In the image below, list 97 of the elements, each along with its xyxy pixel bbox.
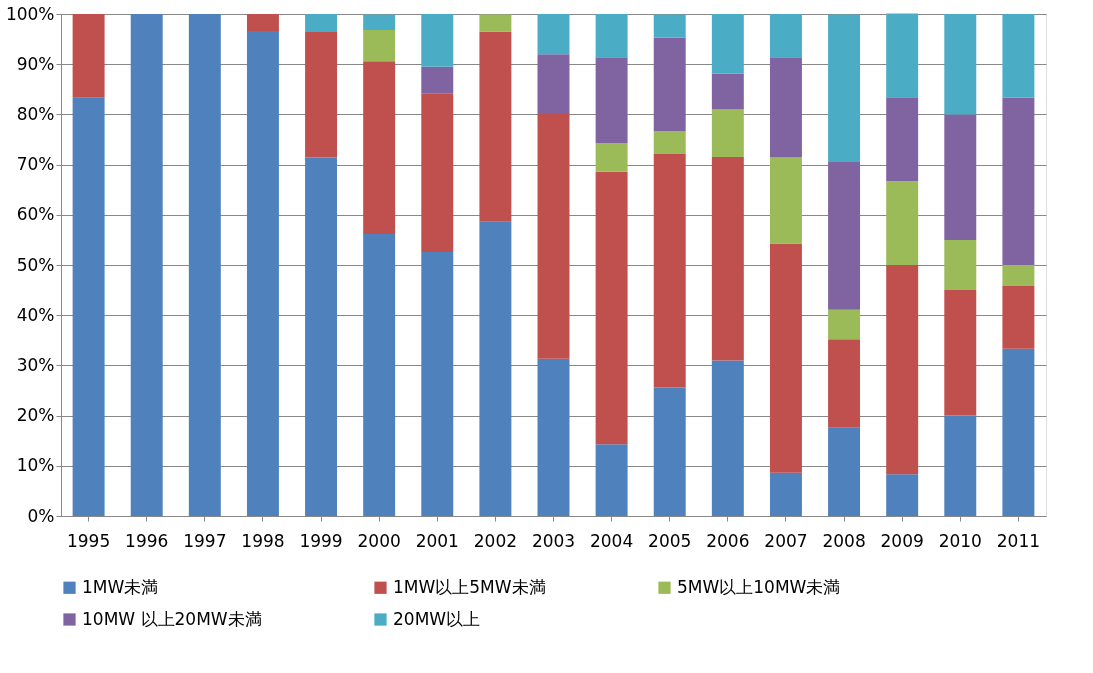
bar (828, 14, 861, 163)
bar (828, 162, 861, 310)
bar (944, 14, 977, 115)
y-tick-label: 50% (16, 254, 55, 275)
bar (711, 360, 744, 516)
y-tick-label: 0% (27, 505, 55, 526)
bar (479, 221, 512, 516)
y-tick-label: 100% (5, 3, 55, 24)
bar (595, 171, 628, 445)
bar (595, 57, 628, 144)
bar (1002, 348, 1035, 516)
bar (711, 109, 744, 158)
bar (944, 290, 977, 416)
legend-label: 1MW未満 (82, 576, 159, 597)
bar (479, 31, 512, 222)
x-tick-label: 2003 (531, 530, 576, 551)
bar (828, 339, 861, 428)
bar (305, 14, 338, 33)
x-tick-label: 2006 (706, 530, 750, 551)
bar (595, 14, 628, 58)
bar (479, 14, 512, 32)
bar (769, 57, 802, 158)
bar (246, 31, 279, 516)
bar (944, 415, 977, 516)
x-tick-label: 2004 (589, 530, 634, 551)
x-tick-label: 1995 (66, 530, 111, 551)
bar (72, 14, 105, 98)
legend-label: 10MW 以上20MW未満 (82, 608, 262, 629)
bar (769, 14, 802, 58)
bar (246, 14, 279, 32)
bar (363, 61, 396, 234)
bar (944, 239, 977, 291)
x-tick-label: 2007 (764, 530, 808, 551)
bar (828, 427, 861, 516)
bar (769, 157, 802, 244)
bar (653, 387, 686, 516)
bar (421, 66, 454, 94)
bar (653, 154, 686, 388)
x-tick-label: 2011 (996, 530, 1041, 551)
bar (769, 243, 802, 473)
x-tick-label: 2001 (415, 530, 459, 551)
x-tick-label: 2002 (473, 530, 518, 551)
bar (944, 114, 977, 240)
legend-label: 1MW以上5MW未満 (393, 576, 546, 597)
bar (130, 14, 163, 516)
y-tick-label: 60% (16, 204, 55, 225)
bar (421, 93, 454, 252)
bar (769, 472, 802, 516)
bar (595, 444, 628, 516)
bar (1002, 14, 1035, 98)
y-tick-label: 90% (16, 53, 55, 74)
bar (537, 358, 570, 516)
bar (1002, 265, 1035, 287)
y-tick-label: 40% (16, 304, 55, 325)
bar (188, 14, 221, 516)
bar (653, 14, 686, 38)
y-tick-label: 70% (16, 154, 55, 175)
bar (886, 474, 919, 516)
bar (828, 309, 861, 340)
bar (886, 13, 919, 98)
legend-label: 20MW以上 (393, 608, 481, 629)
x-tick-label: 1996 (125, 530, 169, 551)
bar (537, 14, 570, 55)
y-tick-label: 30% (16, 354, 55, 375)
bar (305, 157, 338, 516)
bar (537, 54, 570, 113)
x-tick-label: 2009 (880, 530, 924, 551)
y-tick-label: 80% (16, 103, 55, 124)
x-tick-label: 2000 (357, 530, 401, 551)
bar (421, 14, 454, 67)
bar (711, 14, 744, 74)
x-tick-label: 1998 (241, 530, 285, 551)
x-tick-label: 1997 (183, 530, 227, 551)
bar (72, 97, 105, 516)
bar (421, 251, 454, 516)
bar (886, 97, 919, 182)
bar (1002, 97, 1035, 265)
bar (305, 32, 338, 158)
bar (711, 157, 744, 361)
bar (653, 37, 686, 131)
bar (711, 73, 744, 110)
x-tick-label: 1999 (299, 530, 343, 551)
bar (363, 233, 396, 516)
bar (886, 181, 919, 265)
bar (363, 30, 396, 62)
y-tick-label: 20% (16, 405, 55, 426)
bar (537, 112, 570, 359)
legend-label: 5MW以上10MW未満 (677, 576, 841, 597)
bar (595, 143, 628, 172)
x-tick-label: 2010 (938, 530, 982, 551)
bar (886, 265, 919, 475)
x-tick-label: 2008 (822, 530, 866, 551)
y-tick-label: 10% (16, 455, 55, 476)
bar (1002, 286, 1035, 349)
bar (653, 130, 686, 155)
x-tick-label: 2005 (648, 530, 692, 551)
bar (363, 14, 396, 31)
